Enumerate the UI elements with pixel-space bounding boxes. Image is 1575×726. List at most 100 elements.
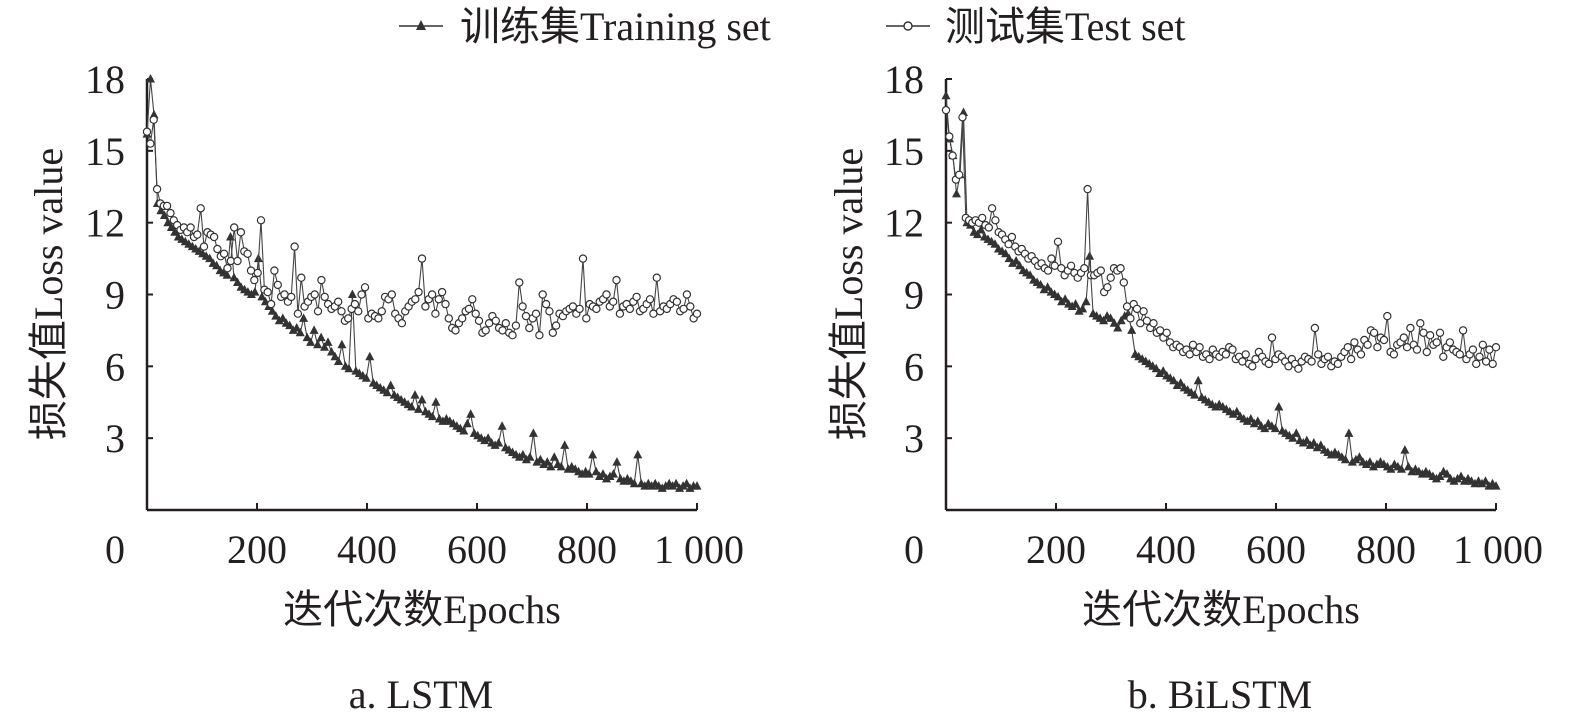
training-point	[1344, 428, 1354, 437]
y-tick-label: 3	[105, 416, 125, 461]
test-point	[592, 304, 601, 314]
series-test	[941, 105, 1501, 373]
test-point	[377, 307, 386, 316]
training-point	[205, 253, 215, 263]
test-point	[233, 256, 242, 266]
panel-caption: b. BiLSTM	[1128, 672, 1312, 717]
test-point	[1053, 237, 1063, 246]
test-point	[219, 249, 229, 258]
x-tick-label: 400	[1136, 527, 1196, 572]
test-point	[1346, 354, 1356, 364]
x-tick-label: 0	[904, 527, 924, 572]
test-point	[582, 314, 591, 323]
test-point	[421, 302, 430, 311]
training-point	[1340, 454, 1350, 464]
test-point	[427, 290, 437, 299]
training-point	[146, 74, 155, 83]
test-point	[149, 115, 158, 124]
training-point	[682, 478, 692, 488]
panel-caption: a. LSTM	[349, 672, 493, 717]
test-point	[1373, 343, 1382, 352]
triangle-marker-icon	[416, 20, 426, 30]
training-point	[410, 390, 420, 399]
training-point	[1274, 402, 1284, 411]
test-point	[682, 290, 692, 299]
test-point	[1432, 338, 1441, 347]
test-point	[551, 321, 561, 330]
test-point	[263, 287, 272, 297]
test-point	[1379, 335, 1389, 345]
test-point	[1195, 343, 1204, 352]
training-point	[1158, 366, 1168, 375]
training-point	[295, 327, 305, 337]
test-point	[538, 290, 547, 299]
training-point	[1099, 315, 1109, 325]
test-point	[625, 304, 635, 314]
training-point	[320, 342, 329, 351]
test-point	[337, 307, 346, 316]
y-tick-label: 15	[884, 129, 924, 174]
test-point	[344, 314, 353, 323]
training-point	[386, 380, 396, 389]
legend-training-label: 训练集Training set	[460, 4, 771, 49]
test-point	[1363, 340, 1372, 349]
training-point	[1071, 299, 1081, 308]
test-point	[209, 232, 219, 242]
test-point	[334, 297, 343, 306]
test-point	[1356, 350, 1366, 359]
test-point	[1471, 359, 1481, 369]
test-point	[958, 113, 967, 122]
y-axis-label: 损失值Loss value	[826, 148, 871, 440]
training-point	[1365, 457, 1375, 466]
training-point	[612, 457, 622, 466]
training-point	[466, 409, 476, 418]
test-point	[525, 323, 534, 333]
y-axis-label: 损失值Loss value	[26, 148, 71, 440]
test-point	[1422, 347, 1432, 357]
test-point	[1333, 359, 1343, 369]
test-point	[1389, 350, 1399, 359]
test-point	[575, 304, 584, 314]
training-point	[1396, 464, 1406, 473]
y-tick-label: 18	[884, 57, 924, 102]
test-point	[1310, 323, 1320, 333]
test-point	[1416, 319, 1425, 328]
test-point	[468, 295, 477, 304]
series-training	[941, 90, 1501, 490]
test-point	[1043, 266, 1053, 275]
training-point	[323, 337, 333, 346]
test-point	[602, 290, 611, 299]
test-point	[615, 309, 625, 318]
test-point	[672, 297, 682, 306]
test-point	[1106, 273, 1115, 282]
training-point	[337, 339, 347, 349]
test-point	[213, 244, 222, 254]
training-point	[1253, 416, 1263, 425]
test-point	[313, 307, 323, 316]
training-point	[462, 418, 472, 428]
training-point	[1078, 303, 1088, 313]
test-point	[431, 309, 440, 318]
x-tick-label: 400	[337, 527, 397, 572]
training-point	[1291, 428, 1301, 437]
test-point	[236, 227, 246, 237]
test-point	[374, 314, 383, 323]
training-point	[212, 260, 222, 270]
test-point	[297, 273, 306, 282]
test-point	[474, 316, 484, 325]
test-point	[1264, 359, 1274, 369]
test-point	[1406, 323, 1415, 333]
training-point	[427, 411, 437, 421]
test-point	[548, 328, 558, 337]
y-tick-label: 3	[904, 416, 924, 461]
training-point	[1400, 445, 1410, 454]
test-point	[1425, 331, 1435, 340]
training-point	[382, 387, 392, 397]
training-point	[591, 466, 601, 476]
training-point	[222, 270, 232, 279]
test-point	[471, 309, 480, 318]
y-tick-label: 6	[105, 344, 125, 389]
x-tick-label: 1 000	[1453, 527, 1543, 572]
legend-test-swatch	[886, 21, 930, 31]
training-point	[233, 277, 242, 286]
